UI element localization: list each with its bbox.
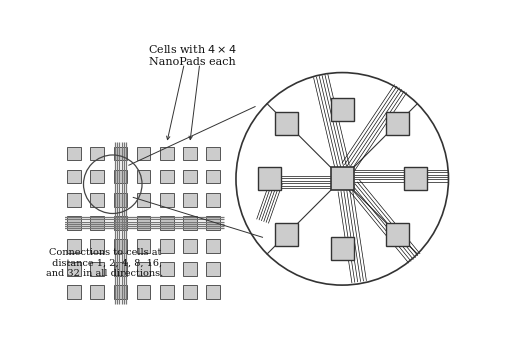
FancyBboxPatch shape [330,167,353,190]
FancyBboxPatch shape [67,193,81,206]
FancyBboxPatch shape [183,216,196,230]
FancyBboxPatch shape [159,147,173,160]
FancyBboxPatch shape [67,147,81,160]
FancyBboxPatch shape [206,147,219,160]
FancyBboxPatch shape [90,262,104,276]
FancyBboxPatch shape [114,193,127,206]
FancyBboxPatch shape [183,262,196,276]
FancyBboxPatch shape [206,262,219,276]
FancyBboxPatch shape [90,285,104,299]
FancyBboxPatch shape [385,223,408,246]
FancyBboxPatch shape [136,170,150,183]
FancyBboxPatch shape [136,147,150,160]
FancyBboxPatch shape [159,262,173,276]
FancyBboxPatch shape [183,239,196,253]
FancyBboxPatch shape [67,239,81,253]
FancyBboxPatch shape [90,193,104,206]
FancyBboxPatch shape [114,170,127,183]
FancyBboxPatch shape [183,193,196,206]
FancyBboxPatch shape [67,262,81,276]
FancyBboxPatch shape [206,193,219,206]
FancyBboxPatch shape [206,216,219,230]
FancyBboxPatch shape [183,170,196,183]
FancyBboxPatch shape [136,262,150,276]
FancyBboxPatch shape [183,147,196,160]
FancyBboxPatch shape [67,170,81,183]
Circle shape [236,73,447,285]
FancyBboxPatch shape [90,170,104,183]
FancyBboxPatch shape [90,147,104,160]
FancyBboxPatch shape [90,216,104,230]
FancyBboxPatch shape [114,285,127,299]
FancyBboxPatch shape [159,193,173,206]
FancyBboxPatch shape [206,239,219,253]
FancyBboxPatch shape [159,170,173,183]
FancyBboxPatch shape [403,167,426,190]
FancyBboxPatch shape [159,216,173,230]
FancyBboxPatch shape [159,239,173,253]
FancyBboxPatch shape [275,112,298,135]
FancyBboxPatch shape [257,167,280,190]
FancyBboxPatch shape [159,285,173,299]
FancyBboxPatch shape [136,239,150,253]
FancyBboxPatch shape [67,285,81,299]
FancyBboxPatch shape [136,193,150,206]
FancyBboxPatch shape [275,223,298,246]
FancyBboxPatch shape [330,98,353,121]
FancyBboxPatch shape [114,239,127,253]
FancyBboxPatch shape [206,285,219,299]
FancyBboxPatch shape [136,216,150,230]
FancyBboxPatch shape [114,147,127,160]
FancyBboxPatch shape [90,239,104,253]
FancyBboxPatch shape [206,170,219,183]
FancyBboxPatch shape [67,216,81,230]
Text: Cells with $4 \times 4$
NanoPads each: Cells with $4 \times 4$ NanoPads each [147,43,236,67]
FancyBboxPatch shape [385,112,408,135]
FancyBboxPatch shape [114,216,127,230]
FancyBboxPatch shape [136,285,150,299]
FancyBboxPatch shape [330,236,353,260]
Text: Connections to cells at
 distance 1, 2, 4, 8, 16,
and 32 in all directions.: Connections to cells at distance 1, 2, 4… [46,248,163,278]
FancyBboxPatch shape [183,285,196,299]
FancyBboxPatch shape [114,262,127,276]
